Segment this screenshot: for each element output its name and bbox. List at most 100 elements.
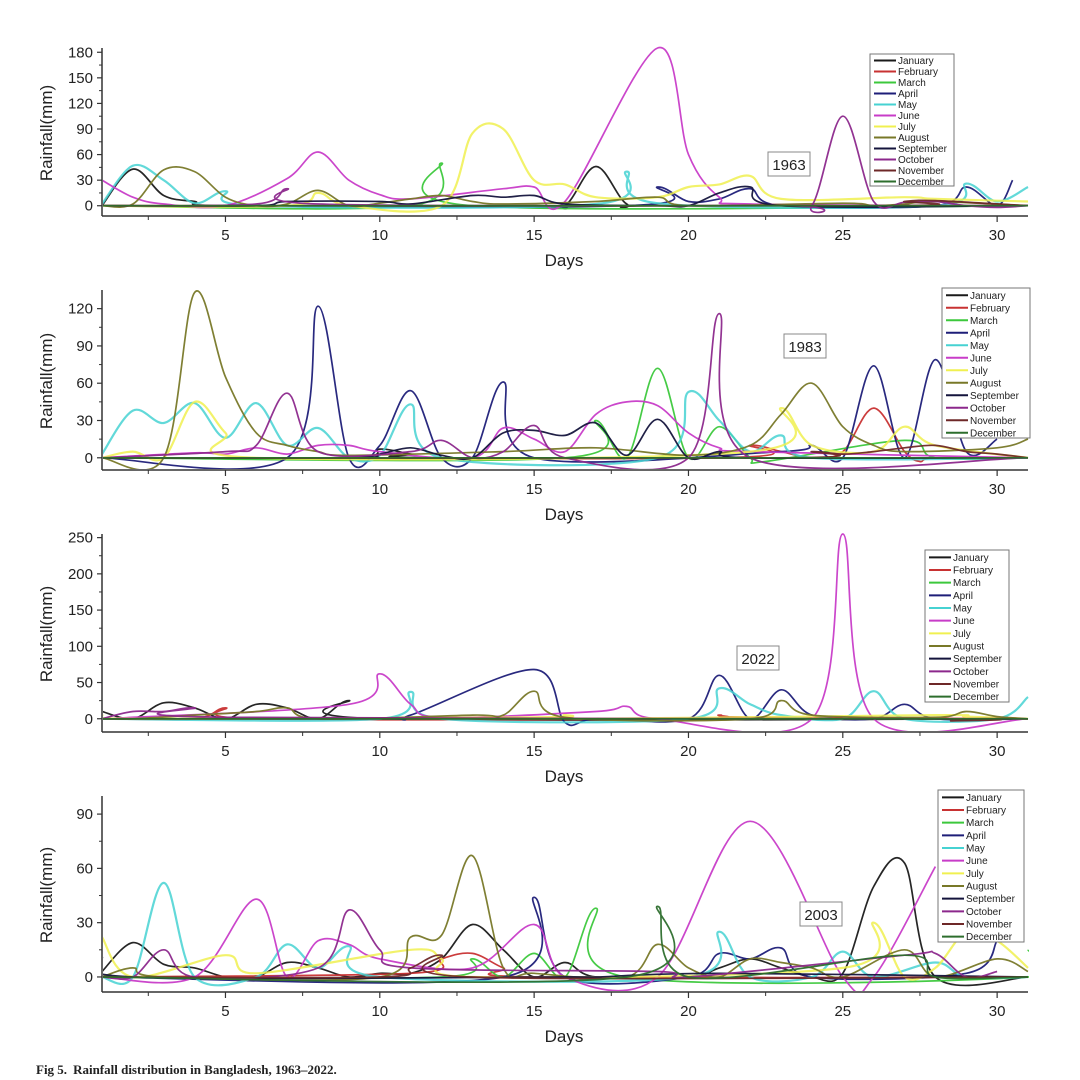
x-tick-label: 5 xyxy=(221,1003,229,1020)
x-tick-label: 20 xyxy=(680,1003,697,1020)
x-tick-label: 5 xyxy=(221,743,229,760)
legend-label: December xyxy=(953,692,1000,703)
y-tick-label: 60 xyxy=(76,147,93,164)
legend-label: August xyxy=(966,882,997,893)
legend-label: January xyxy=(898,56,934,67)
year-annotation-box xyxy=(767,151,811,177)
y-tick-label: 60 xyxy=(76,375,93,392)
series-line-august xyxy=(103,290,1029,469)
legend-item-july: July xyxy=(946,366,988,377)
x-tick-label: 30 xyxy=(989,743,1006,760)
legend-item-october: October xyxy=(874,155,934,166)
legend-label: April xyxy=(966,831,986,842)
chart-svg: 0 30 60 90 120 150 180 5 10 15 20 25 30 Days Rainfall(… xyxy=(37,44,1029,270)
legend-item-july: July xyxy=(942,869,984,880)
legend-item-march: March xyxy=(942,818,994,829)
x-axis-label: Days xyxy=(545,251,584,270)
legend-item-november: November xyxy=(946,416,1017,427)
y-tick-label: 30 xyxy=(76,172,93,189)
series-line-may xyxy=(103,163,1029,209)
x-tick-label: 20 xyxy=(680,227,697,244)
y-tick-label: 90 xyxy=(76,338,93,355)
y-tick-label: 120 xyxy=(68,301,93,318)
legend-box xyxy=(869,53,955,187)
x-axis-label: Days xyxy=(545,767,584,786)
legend-label: December xyxy=(970,428,1017,439)
x-tick-label: 15 xyxy=(526,227,543,244)
legend-item-march: March xyxy=(874,78,926,89)
legend-label: March xyxy=(966,818,994,829)
legend-label: May xyxy=(898,100,917,111)
legend-label: February xyxy=(970,303,1010,314)
legend-item-september: September xyxy=(942,894,1016,905)
x-axis-label: Days xyxy=(545,1027,584,1046)
year-annotation-label: 1963 xyxy=(772,157,805,174)
legend-label: September xyxy=(966,894,1016,905)
legend-item-october: October xyxy=(942,907,1002,918)
y-tick-label: 150 xyxy=(68,602,93,619)
legend-item-may: May xyxy=(942,844,985,855)
chart-panel-2003: 0 30 60 90 5 10 15 20 25 30 Days Rainfall(mm) Januar… xyxy=(0,788,1080,1058)
y-axis-label: Rainfall(mm) xyxy=(37,586,56,682)
legend-item-june: June xyxy=(946,353,992,364)
x-tick-label: 30 xyxy=(989,227,1006,244)
legend-item-december: December xyxy=(874,177,945,188)
legend-label: July xyxy=(970,366,988,377)
legend-box xyxy=(941,287,1031,439)
legend: JanuaryFebruaryMarchAprilMayJuneJulyAugu… xyxy=(937,789,1025,943)
figure-caption: Fig 5. Rainfall distribution in Banglades… xyxy=(36,1062,337,1078)
legend-label: October xyxy=(970,403,1006,414)
x-tick-label: 25 xyxy=(834,743,851,760)
x-tick-label: 25 xyxy=(834,1003,851,1020)
legend-item-april: April xyxy=(942,831,986,842)
legend-label: November xyxy=(953,680,1000,691)
y-tick-label: 0 xyxy=(85,450,93,467)
x-tick-label: 15 xyxy=(526,1003,543,1020)
year-annotation: 2022 xyxy=(736,645,780,671)
series-group xyxy=(103,533,1029,731)
year-annotation-label: 1983 xyxy=(788,339,821,356)
series-line-july xyxy=(103,400,1029,462)
series-line-june xyxy=(103,820,937,991)
x-tick-label: 30 xyxy=(989,1003,1006,1020)
y-tick-label: 0 xyxy=(85,969,93,986)
legend-box xyxy=(924,549,1010,703)
x-tick-label: 25 xyxy=(834,227,851,244)
legend-item-february: February xyxy=(929,566,993,577)
y-tick-label: 200 xyxy=(68,566,93,583)
chart-svg: 0 30 60 90 120 5 10 15 20 25 30 Days Rainfall(mm) Jan… xyxy=(37,287,1031,524)
legend-label: August xyxy=(953,642,984,653)
legend-label: September xyxy=(953,654,1003,665)
year-annotation-label: 2003 xyxy=(804,907,837,924)
year-annotation: 2003 xyxy=(799,901,843,927)
legend-item-may: May xyxy=(946,341,989,352)
legend-label: February xyxy=(953,566,993,577)
legend-label: June xyxy=(970,353,992,364)
legend-item-january: January xyxy=(942,793,1002,804)
chart-panel-2022: 0 50 100 150 200 250 5 10 15 20 25 30 Days Rainfall(m… xyxy=(0,530,1080,792)
legend-label: April xyxy=(970,328,990,339)
series-group xyxy=(103,820,1029,991)
legend-label: February xyxy=(898,67,938,78)
chart-panel-1983: 0 30 60 90 120 5 10 15 20 25 30 Days Rainfall(mm) Jan… xyxy=(0,282,1080,532)
legend-label: December xyxy=(898,177,945,188)
chart-svg: 0 50 100 150 200 250 5 10 15 20 25 30 Days Rainfall(m… xyxy=(37,530,1029,786)
legend-item-february: February xyxy=(874,67,938,78)
x-tick-label: 20 xyxy=(680,743,697,760)
y-tick-label: 90 xyxy=(76,121,93,138)
y-axis-label: Rainfall(mm) xyxy=(37,333,56,429)
legend-item-june: June xyxy=(929,616,975,627)
legend-item-march: March xyxy=(946,316,998,327)
legend-item-november: November xyxy=(942,920,1013,931)
series-line-october xyxy=(103,115,1029,214)
legend: JanuaryFebruaryMarchAprilMayJuneJulyAugu… xyxy=(869,53,955,188)
legend-item-april: April xyxy=(946,328,990,339)
legend-label: July xyxy=(966,869,984,880)
x-tick-label: 10 xyxy=(371,1003,388,1020)
x-tick-label: 10 xyxy=(371,227,388,244)
legend-box xyxy=(937,789,1025,943)
legend-item-september: September xyxy=(874,144,948,155)
legend-label: September xyxy=(898,144,948,155)
x-tick-label: 25 xyxy=(834,481,851,498)
legend-label: November xyxy=(970,416,1017,427)
